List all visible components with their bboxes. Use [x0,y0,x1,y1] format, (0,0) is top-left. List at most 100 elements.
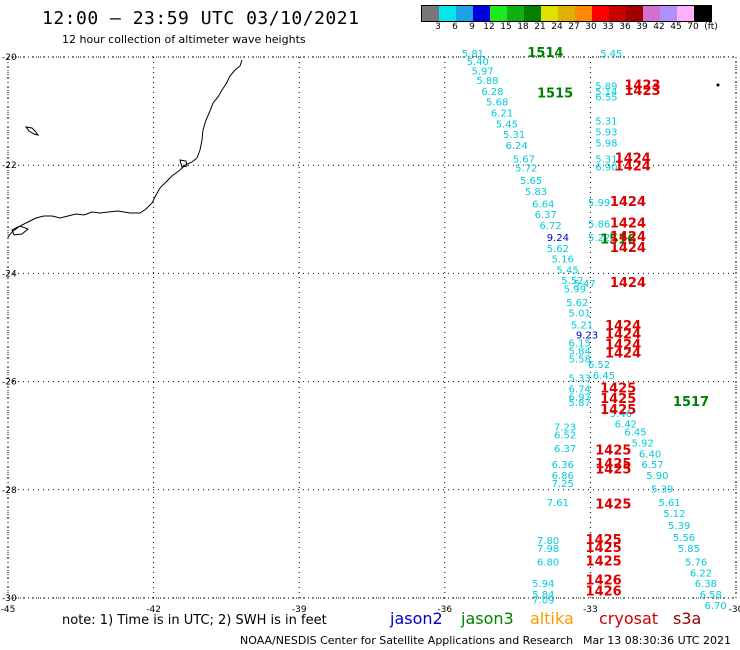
swh-value: 7.98 [537,544,559,555]
swh-value: 6.70 [704,601,726,612]
swh-value: 6.21 [491,109,513,120]
map-title: 12:00 – 23:59 UTC 03/10/2021 [42,8,360,29]
legend-tick: 9 [469,22,475,32]
swh-value: 6.45 [624,428,646,439]
swh-value: 6.40 [639,449,661,460]
swh-value: 5.97 [471,66,493,77]
legend-swatch [575,6,592,21]
track-label: 1425 [600,392,636,407]
swh-value: 5.84 [532,590,554,601]
track-label: 1426 [586,573,622,588]
swh-value: 5.62 [547,244,569,255]
legend-swatch [592,6,609,21]
swh-value: 6.38 [695,579,717,590]
lat-tick-label: -30 [2,594,17,604]
swh-value: 5.45 [496,119,518,130]
track-label: 1424 [610,276,646,291]
lat-tick-label: -28 [2,486,17,496]
track-label: 1424 [605,338,641,353]
legend-swatch [626,6,643,21]
swh-value: 5.87 [569,398,591,409]
swh-value: 6.52 [554,430,576,441]
swh-value: 6.52 [588,360,610,371]
lon-tick-label: -36 [437,605,452,615]
track-label: 1516 [600,233,636,248]
track-label: 1425 [586,555,622,570]
credit-timestamp: Mar 13 08:30:36 UTC 2021 [583,634,731,647]
swh-value: 6.37 [554,444,576,455]
swh-value: 5.47 [573,279,595,290]
legend-tick: 21 [534,22,546,32]
swh-value: 5.62 [566,298,588,309]
swh-value: 6.74 [569,384,591,395]
legend-tick: 18 [517,22,529,32]
swh-value: 5.72 [515,164,537,175]
track-label: 1424 [610,216,646,231]
swh-value: 6.90 [595,163,617,174]
track-label: 1424 [610,195,646,210]
track-labels: 1514151515161517151814231423142414241424… [527,46,709,599]
swh-value: 5.61 [658,498,680,509]
legend-tick: 45 [670,22,682,32]
track-label: 1424 [615,151,651,166]
map-subtitle: 12 hour collection of altimeter wave hei… [62,33,306,46]
swh-value: 5.65 [520,176,542,187]
swh-value: 5.31 [595,154,617,165]
credit-line: NOAA/NESDIS Center for Satellite Applica… [240,634,574,647]
legend-swatch [422,6,439,21]
track-label: 1425 [595,444,631,459]
swh-values: 5.815.405.975.886.285.686.215.455.316.24… [462,49,727,612]
swh-value: 9.23 [576,330,598,341]
legend-jason3: jason3 [461,609,514,628]
swh-value: 5.52 [561,276,583,287]
legend-tick: 33 [602,22,614,32]
swh-value: 5.76 [685,558,707,569]
island-3 [11,225,29,236]
track-label: 1515 [537,87,573,102]
lat-tick-label: -24 [2,269,17,279]
track-label: 1423 [624,84,660,99]
coastline [7,59,720,238]
swh-value: 7.61 [547,498,569,509]
swh-value: 5.45 [600,49,622,60]
swh-value: 5.01 [569,309,591,320]
track-label: 1425 [595,457,631,472]
legend-jason2: jason2 [390,609,443,628]
legend-tick: 24 [551,22,563,32]
swh-value: 6.45 [593,371,615,382]
swh-value: 5.99 [564,284,586,295]
track-label: 1426 [586,584,622,599]
legend-cryosat: cryosat [599,609,659,628]
track-label: 1425 [600,381,636,396]
swh-value: 5.98 [595,138,617,149]
color-legend-bar [421,5,712,22]
lon-tick-label: -33 [583,605,598,615]
swh-value: 5.39 [651,485,673,496]
swh-value: 7.09 [532,595,554,606]
track-label: 1424 [615,160,651,175]
swh-value: 6.28 [481,87,503,98]
legend-swatch [456,6,473,21]
map-frame [7,56,737,599]
legend-swatch [558,6,575,21]
lon-tick-label: -30 [729,605,740,615]
track-label: 1424 [605,346,641,361]
legend-swatch [490,6,507,21]
swh-value: 5.84 [569,347,591,358]
swh-value: 6.22 [690,568,712,579]
legend-swatch [609,6,626,21]
legend-altika: altika [530,609,574,628]
swh-value: 5.81 [462,49,484,60]
island-2 [179,159,188,168]
swh-value: 5.92 [632,439,654,450]
swh-value: 6.37 [535,210,557,221]
swh-value: 6.36 [552,460,574,471]
legend-swatch [541,6,558,21]
legend-swatch [660,6,677,21]
swh-value: 5.16 [552,255,574,266]
track-label: 1424 [610,241,646,256]
track-label: 1517 [673,395,709,410]
track-label: 1425 [595,463,631,478]
legend-s3a: s3a [673,609,702,628]
track-label: 1425 [595,498,631,513]
